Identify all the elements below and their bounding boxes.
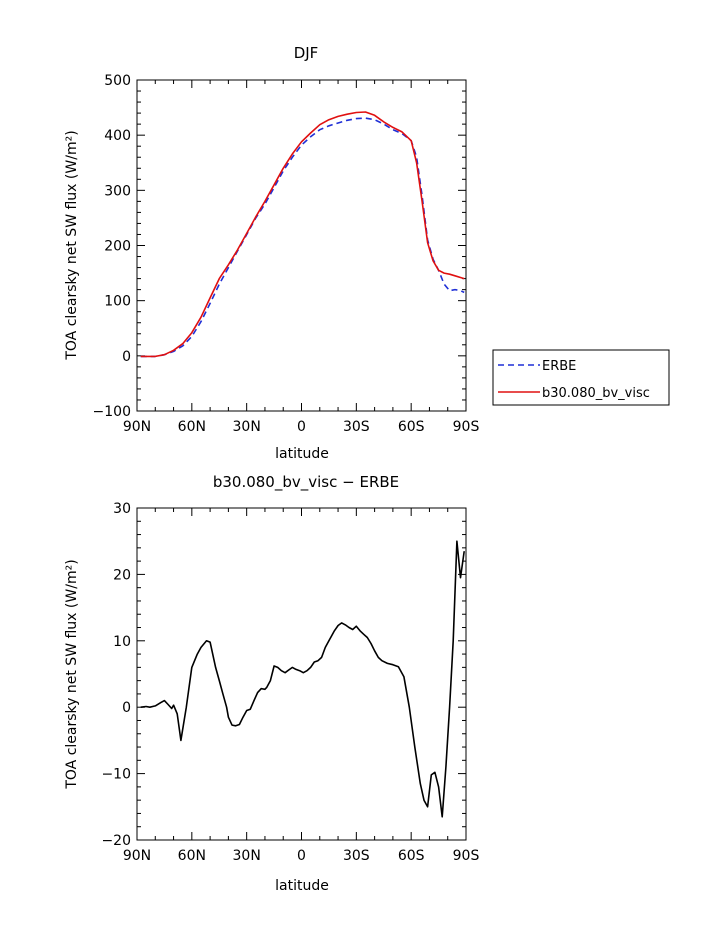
plot-area-top: 90N 60N 30N 0 30S 60S 90S −100 0 100 200 300 400 500 [93, 73, 480, 435]
y-tick-label: 300 [104, 183, 131, 199]
y-tick-label: −100 [93, 404, 131, 420]
x-axis-label-top: latitude [275, 446, 329, 462]
legend: ERBE b30.080_bv_visc [492, 349, 670, 406]
x-tick-label: 0 [297, 419, 306, 435]
plot-frame-top [136, 79, 467, 412]
x-tick-label: 90N [123, 848, 151, 864]
y-tick-label: 0 [122, 700, 131, 716]
plot-frame-bottom [136, 507, 467, 841]
x-tick-label: 30S [343, 848, 370, 864]
y-tick-label: 0 [122, 349, 131, 365]
series-line-top-0 [140, 117, 465, 358]
y-tick-label: 20 [113, 567, 131, 583]
x-tick-label: 60N [178, 419, 206, 435]
series-line-top-1 [140, 111, 465, 358]
x-tick-label: 30N [233, 848, 261, 864]
chart-title-top: DJF [294, 44, 319, 62]
x-tick-label: 60S [398, 848, 425, 864]
series-line-bottom-0 [140, 540, 465, 818]
y-axis-label-top: TOA clearsky net SW flux (W/m²) [64, 130, 80, 360]
y-tick-label: 100 [104, 294, 131, 310]
x-axis-label-bottom: latitude [275, 878, 329, 894]
x-tick-label: 0 [297, 848, 306, 864]
y-tick-label: 500 [104, 73, 131, 89]
y-tick-label: −10 [101, 767, 131, 783]
x-tick-label: 30N [233, 419, 261, 435]
y-tick-label: −20 [101, 833, 131, 849]
y-tick-label: 30 [113, 501, 131, 517]
y-tick-label: 200 [104, 239, 131, 255]
x-tick-label: 60N [178, 848, 206, 864]
plot-area-bottom: 90N 60N 30N 0 30S 60S 90S −20 −10 0 10 20 30 [101, 501, 479, 864]
y-tick-label: 400 [104, 128, 131, 144]
x-tick-label: 90S [453, 419, 480, 435]
legend-label-erbe: ERBE [542, 359, 576, 374]
panel-top: DJF 90N 60N 30N 0 30S 60S 90S −100 0 100 200 300 400… [64, 44, 670, 462]
x-tick-label: 60S [398, 419, 425, 435]
y-tick-label: 10 [113, 634, 131, 650]
x-tick-label: 30S [343, 419, 370, 435]
panel-bottom: b30.080_bv_visc − ERBE 90N 60N 30N 0 30S 60S 9… [64, 473, 479, 894]
y-axis-label-bottom: TOA clearsky net SW flux (W/m²) [64, 559, 80, 789]
legend-box [492, 349, 670, 406]
chart-title-bottom: b30.080_bv_visc − ERBE [213, 473, 399, 492]
x-tick-label: 90S [453, 848, 480, 864]
x-tick-label: 90N [123, 419, 151, 435]
legend-label-model: b30.080_bv_visc [542, 386, 650, 401]
